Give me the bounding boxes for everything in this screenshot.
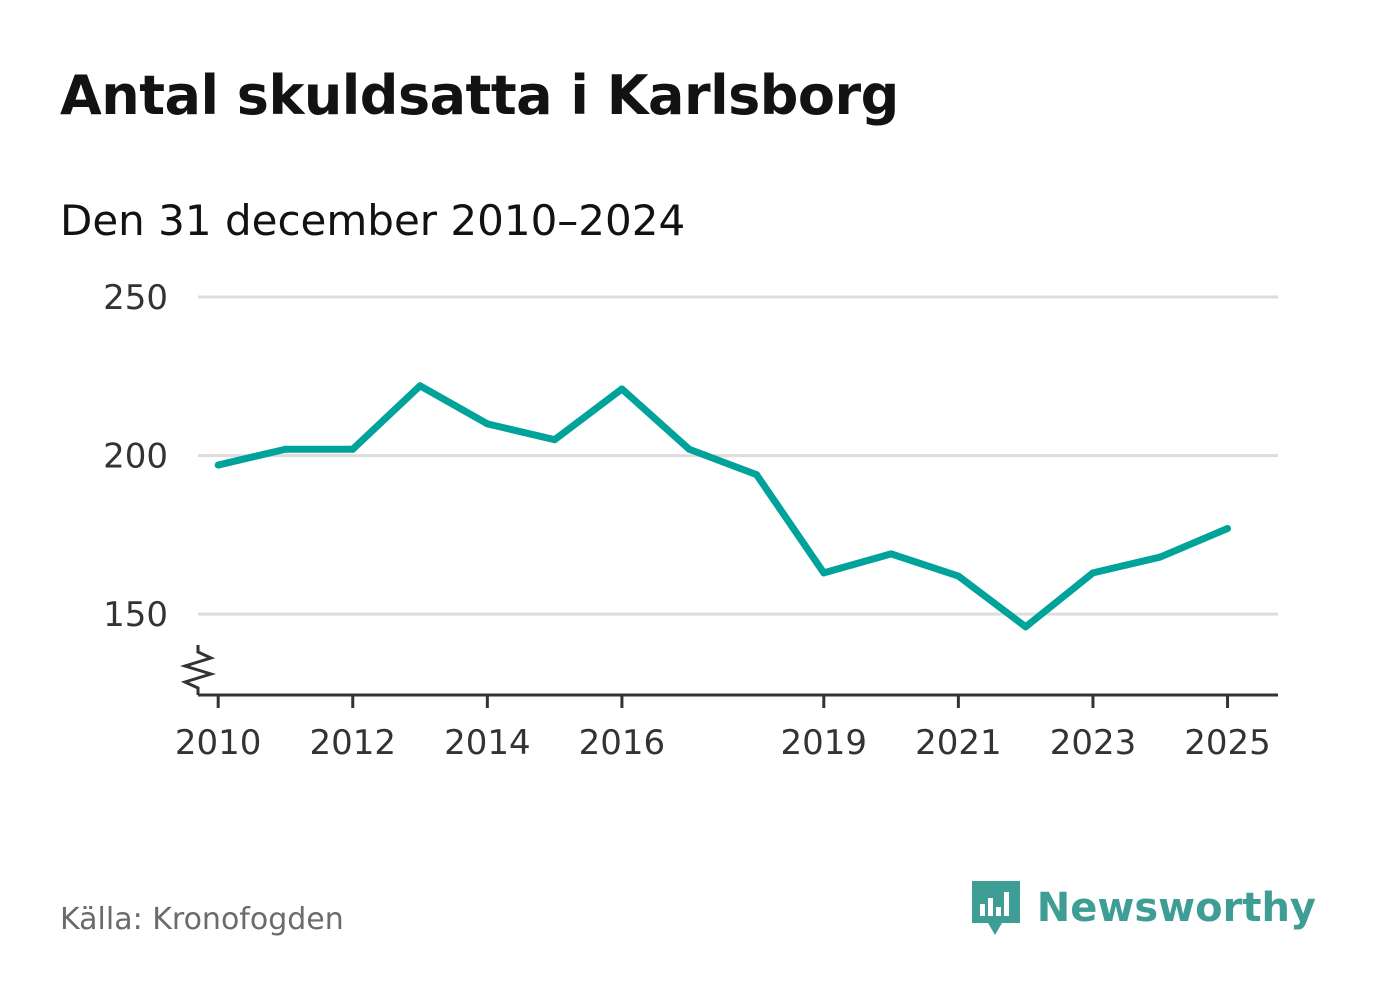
x-tick-label-2014: 2014	[444, 723, 531, 763]
data-point-2014	[483, 420, 491, 428]
data-point-2020	[887, 550, 895, 558]
data-point-2018	[753, 471, 761, 479]
x-tick-label-2021: 2021	[915, 723, 1002, 763]
brand-logo: Newsworthy	[969, 878, 1316, 938]
y-axis-break	[179, 645, 217, 695]
chart-title: Antal skuldsatta i Karlsborg	[60, 64, 899, 127]
chart-subtitle: Den 31 december 2010–2024	[60, 196, 686, 245]
x-tick-label-2016: 2016	[579, 723, 666, 763]
data-point-2012	[349, 445, 357, 453]
data-point-2010	[214, 461, 222, 469]
data-point-2017	[685, 445, 693, 453]
data-point-2022	[1022, 623, 1030, 631]
data-point-2023	[1089, 569, 1097, 577]
data-point-2024	[1156, 553, 1164, 561]
data-point-2013	[416, 382, 424, 390]
x-tick-label-2012: 2012	[310, 723, 397, 763]
data-point-2015	[551, 436, 559, 444]
x-tick-label-2025: 2025	[1184, 723, 1271, 763]
data-point-2021	[954, 572, 962, 580]
source-note: Källa: Kronofogden	[60, 902, 344, 937]
data-point-2019	[820, 569, 828, 577]
x-tick-label-2010: 2010	[175, 723, 262, 763]
axes	[179, 645, 1278, 708]
series-line-0	[217, 382, 1229, 631]
newsworthy-logo-icon	[971, 881, 1020, 935]
data-point-2025	[1224, 525, 1232, 533]
data-point-2011	[281, 445, 289, 453]
line-chart: 150 200 250 2010 2012 2014 2016 2019 2021 2023 202…	[103, 278, 1278, 763]
x-tick-label-2023: 2023	[1050, 723, 1137, 763]
brand-name: Newsworthy	[1036, 885, 1316, 931]
gridlines	[198, 295, 1278, 616]
y-tick-label-150: 150	[103, 595, 168, 635]
y-tick-label-200: 200	[103, 437, 168, 477]
tick-labels: 150 200 250 2010 2012 2014 2016 2019 2021 2023 202…	[103, 278, 1271, 763]
x-tick-label-2019: 2019	[781, 723, 868, 763]
data-point-2016	[618, 385, 626, 393]
series	[214, 382, 1232, 631]
y-tick-label-250: 250	[103, 278, 168, 318]
